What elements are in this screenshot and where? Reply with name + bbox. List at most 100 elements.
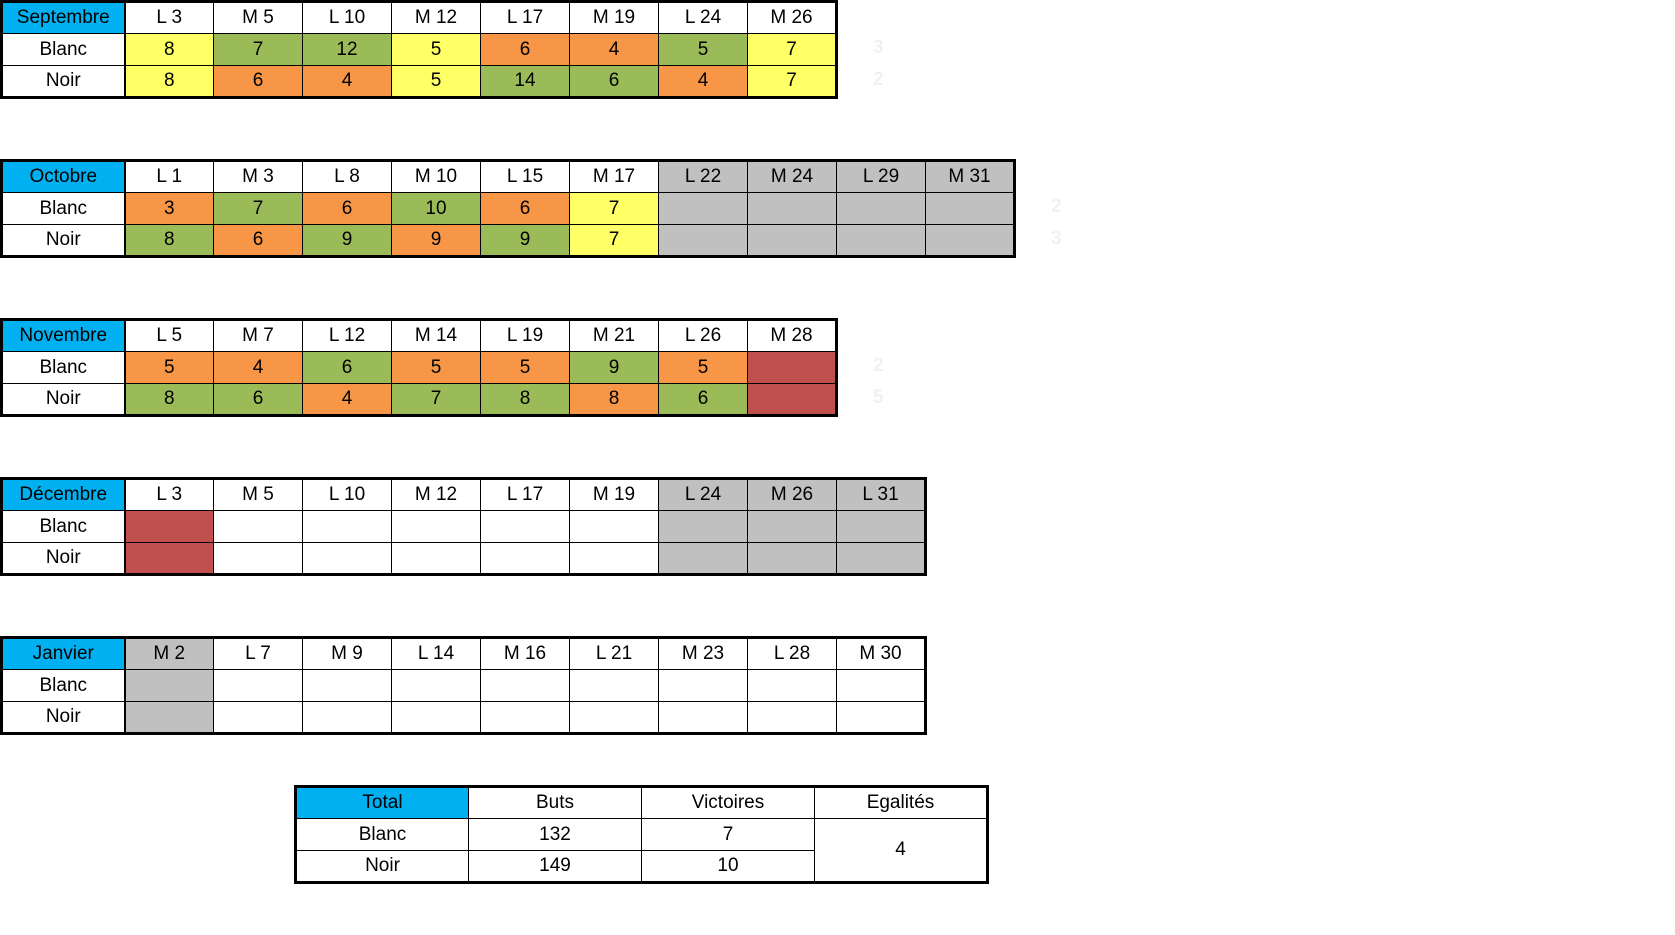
blanc-score-cell[interactable] (658, 192, 748, 225)
day-header-cell[interactable]: M 23 (658, 637, 748, 670)
blanc-score-cell[interactable] (124, 510, 214, 543)
noir-score-cell[interactable] (391, 542, 481, 575)
day-header-cell[interactable]: M 19 (569, 478, 659, 511)
blanc-score-cell[interactable] (747, 192, 837, 225)
day-header-cell[interactable]: L 8 (302, 160, 392, 193)
blanc-score-cell[interactable] (302, 669, 392, 702)
blanc-score-cell[interactable]: 5 (658, 351, 748, 384)
total-blanc-buts[interactable]: 132 (468, 818, 642, 851)
blanc-score-cell[interactable] (124, 669, 214, 702)
noir-score-cell[interactable]: 4 (658, 65, 748, 98)
month-name-cell[interactable]: Septembre (1, 1, 126, 34)
blanc-score-cell[interactable] (747, 351, 837, 384)
blanc-label-cell[interactable]: Blanc (1, 510, 126, 543)
blanc-score-cell[interactable] (391, 510, 481, 543)
blanc-score-cell[interactable] (836, 510, 926, 543)
day-header-cell[interactable]: M 9 (302, 637, 392, 670)
noir-score-cell[interactable] (391, 701, 481, 734)
total-header-egalites[interactable]: Egalités (814, 786, 988, 819)
blanc-label-cell[interactable]: Blanc (1, 351, 126, 384)
day-header-cell[interactable]: L 24 (658, 1, 748, 34)
noir-score-cell[interactable]: 9 (480, 224, 570, 257)
total-header-victoires[interactable]: Victoires (641, 786, 815, 819)
noir-score-cell[interactable]: 8 (480, 383, 570, 416)
blanc-score-cell[interactable]: 5 (658, 33, 748, 66)
noir-score-cell[interactable] (124, 701, 214, 734)
noir-score-cell[interactable]: 6 (658, 383, 748, 416)
month-name-cell[interactable]: Octobre (1, 160, 126, 193)
day-header-cell[interactable]: L 17 (480, 478, 570, 511)
day-header-cell[interactable]: L 21 (569, 637, 659, 670)
day-header-cell[interactable]: L 15 (480, 160, 570, 193)
day-header-cell[interactable]: M 16 (480, 637, 570, 670)
day-header-cell[interactable]: L 31 (836, 478, 926, 511)
noir-score-cell[interactable] (480, 542, 570, 575)
noir-score-cell[interactable] (213, 701, 303, 734)
blanc-score-cell[interactable]: 5 (391, 351, 481, 384)
noir-score-cell[interactable] (747, 542, 837, 575)
blanc-label-cell[interactable]: Blanc (1, 33, 126, 66)
day-header-cell[interactable]: M 31 (925, 160, 1015, 193)
noir-score-cell[interactable]: 5 (391, 65, 481, 98)
day-header-cell[interactable]: L 10 (302, 1, 392, 34)
day-header-cell[interactable]: M 28 (747, 319, 837, 352)
noir-score-cell[interactable]: 7 (747, 65, 837, 98)
noir-score-cell[interactable] (658, 542, 748, 575)
blanc-score-cell[interactable]: 8 (124, 33, 214, 66)
blanc-score-cell[interactable]: 6 (302, 351, 392, 384)
total-header-buts[interactable]: Buts (468, 786, 642, 819)
day-header-cell[interactable]: M 26 (747, 1, 837, 34)
day-header-cell[interactable]: M 12 (391, 478, 481, 511)
noir-score-cell[interactable]: 6 (213, 383, 303, 416)
blanc-score-cell[interactable] (836, 192, 926, 225)
blanc-score-cell[interactable] (480, 510, 570, 543)
blanc-score-cell[interactable]: 5 (480, 351, 570, 384)
blanc-score-cell[interactable] (569, 669, 659, 702)
blanc-score-cell[interactable] (302, 510, 392, 543)
day-header-cell[interactable]: L 3 (124, 478, 214, 511)
noir-score-cell[interactable]: 14 (480, 65, 570, 98)
blanc-score-cell[interactable] (391, 669, 481, 702)
blanc-score-cell[interactable]: 5 (124, 351, 214, 384)
noir-score-cell[interactable] (124, 542, 214, 575)
day-header-cell[interactable]: L 26 (658, 319, 748, 352)
day-header-cell[interactable]: M 14 (391, 319, 481, 352)
blanc-score-cell[interactable] (747, 669, 837, 702)
total-egalites[interactable]: 4 (814, 818, 988, 883)
blanc-score-cell[interactable]: 5 (391, 33, 481, 66)
noir-score-cell[interactable] (836, 701, 926, 734)
blanc-score-cell[interactable]: 7 (213, 33, 303, 66)
noir-score-cell[interactable]: 4 (302, 65, 392, 98)
day-header-cell[interactable]: L 5 (124, 319, 214, 352)
noir-label-cell[interactable]: Noir (1, 542, 126, 575)
total-noir-victoires[interactable]: 10 (641, 850, 815, 883)
day-header-cell[interactable]: M 19 (569, 1, 659, 34)
day-header-cell[interactable]: M 2 (124, 637, 214, 670)
day-header-cell[interactable]: M 5 (213, 1, 303, 34)
day-header-cell[interactable]: L 10 (302, 478, 392, 511)
day-header-cell[interactable]: L 7 (213, 637, 303, 670)
blanc-score-cell[interactable] (747, 510, 837, 543)
blanc-score-cell[interactable] (213, 510, 303, 543)
blanc-score-cell[interactable]: 6 (302, 192, 392, 225)
noir-score-cell[interactable]: 6 (213, 65, 303, 98)
noir-score-cell[interactable]: 9 (391, 224, 481, 257)
total-title-cell[interactable]: Total (295, 786, 469, 819)
noir-label-cell[interactable]: Noir (1, 383, 126, 416)
blanc-score-cell[interactable]: 7 (747, 33, 837, 66)
day-header-cell[interactable]: M 10 (391, 160, 481, 193)
noir-score-cell[interactable]: 6 (213, 224, 303, 257)
day-header-cell[interactable]: M 24 (747, 160, 837, 193)
month-name-cell[interactable]: Novembre (1, 319, 126, 352)
day-header-cell[interactable]: L 24 (658, 478, 748, 511)
blanc-score-cell[interactable]: 7 (213, 192, 303, 225)
noir-score-cell[interactable] (302, 701, 392, 734)
blanc-score-cell[interactable] (658, 510, 748, 543)
noir-score-cell[interactable] (213, 542, 303, 575)
blanc-score-cell[interactable]: 7 (569, 192, 659, 225)
noir-label-cell[interactable]: Noir (1, 701, 126, 734)
noir-score-cell[interactable] (747, 383, 837, 416)
noir-score-cell[interactable] (747, 701, 837, 734)
blanc-score-cell[interactable] (836, 669, 926, 702)
blanc-label-cell[interactable]: Blanc (1, 669, 126, 702)
